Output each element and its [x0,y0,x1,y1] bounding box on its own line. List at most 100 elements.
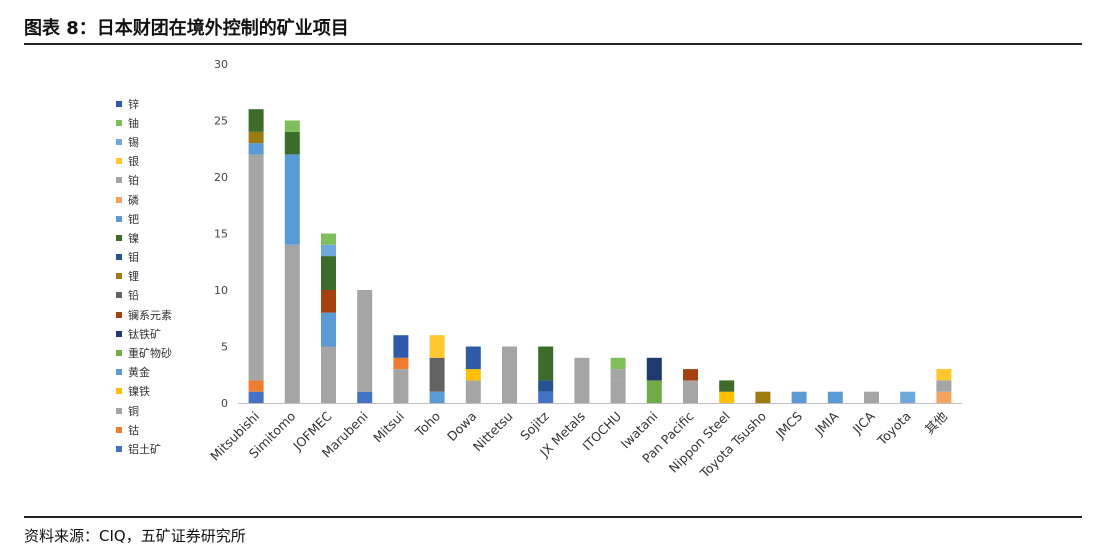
legend-swatch [116,196,122,203]
chart-title: 图表 8：日本财团在境外控制的矿业项目 [24,18,349,39]
y-tick-label: 30 [214,58,228,71]
legend-swatch [116,369,122,376]
legend-label: 黄金 [128,366,150,380]
x-tick-label: JICA [849,408,878,437]
legend-swatch [116,119,122,126]
bar-segment [321,346,336,403]
bar-segment [864,391,879,403]
x-tick-label: Mitsui [370,409,407,446]
legend-label: 铝土矿 [128,442,161,456]
bar-segment [393,369,409,403]
bar-segment [936,380,952,392]
legend-label: 锡 [128,135,139,149]
legend-item: 磷 [116,190,172,209]
legend-item: 铜 [116,401,172,420]
legend-item: 铀 [116,113,172,132]
legend-item: 钼 [116,248,172,267]
bar-segment [610,357,626,370]
bar-segment [248,380,264,392]
legend-label: 钛铁矿 [128,327,161,341]
bar-segment [248,391,264,403]
legend-swatch [116,350,122,357]
legend-item: 镧系元素 [116,305,172,324]
legend-label: 钴 [128,423,139,437]
bar-segment [429,335,445,358]
legend-swatch [116,445,122,452]
legend-swatch [116,158,122,165]
x-tick-label: Toyota [874,409,914,449]
bar-segment [900,391,916,403]
legend-label: 镧系元素 [128,308,172,322]
bar-segment [936,369,952,381]
y-tick-label: 5 [221,341,228,354]
bar-segment [465,369,481,381]
legend-label: 铂 [128,174,139,188]
y-tick-label: 25 [214,115,228,128]
bar-segment [610,369,626,381]
bar-segment [646,357,662,381]
bar-segment [284,244,300,403]
bar-segment [538,391,554,403]
x-tick-label: 其他 [922,408,951,437]
bar-segment [538,346,554,381]
bar-segment [321,233,336,245]
bar-segment [248,131,264,144]
legend-swatch [116,138,122,145]
legend-label: 钼 [128,251,139,265]
legend-item: 铅 [116,286,172,305]
y-tick-label: 10 [214,284,228,297]
legend-item: 锂 [116,267,172,286]
x-tick-label: Nittetsu [470,409,516,455]
legend-swatch [116,215,122,222]
legend-swatch [116,426,122,433]
source-note: 资料来源：CIQ，五矿证券研究所 [24,527,246,545]
legend-label: 磷 [128,193,139,207]
bottom-rule [24,516,1082,518]
legend-swatch [116,388,122,395]
legend-swatch [116,177,122,184]
legend-label: 铅 [128,289,139,303]
x-tick-label: JMCS [772,408,805,441]
legend-item: 铂 [116,171,172,190]
bar-segment [936,391,952,403]
legend-item: 重矿物砂 [116,343,172,362]
x-tick-label: Toyota Tsusho [696,409,769,482]
bar-segment [357,290,373,392]
chart-legend: 锌铀锡银铂磷钯镍钼锂铅镧系元素钛铁矿重矿物砂黄金镍铁铜钴铝土矿 [116,94,172,459]
x-tick-label: Toho [412,409,444,441]
bar-segment [610,380,626,403]
bar-segment [646,380,662,403]
legend-label: 钯 [128,212,139,226]
bar-segment [248,143,264,155]
top-rule [24,43,1082,45]
bar-segment [393,335,409,358]
bar-segment [465,380,481,403]
legend-item: 锌 [116,94,172,113]
bar-segment [248,154,264,381]
legend-label: 铀 [128,116,139,130]
legend-item: 锡 [116,132,172,151]
bar-segment [502,346,517,403]
bar-segment [683,369,698,381]
bar-segment [719,380,735,392]
bar-segment [248,109,264,132]
bar-segment [321,290,336,313]
bar-segment [538,380,554,392]
legend-swatch [116,234,122,241]
x-tick-label: ITOCHU [579,409,624,454]
legend-item: 钛铁矿 [116,324,172,343]
legend-item: 镍 [116,228,172,247]
bar-segment [284,154,300,245]
legend-label: 铜 [128,404,139,418]
bar-segment [321,256,336,290]
legend-label: 银 [128,155,139,169]
legend-swatch [116,100,122,107]
bar-segment [429,357,445,392]
legend-item: 镍铁 [116,382,172,401]
legend-swatch [116,330,122,337]
bar-segment [755,391,771,403]
bar-segment [284,131,300,155]
bar-segment [574,357,590,403]
legend-item: 钯 [116,209,172,228]
